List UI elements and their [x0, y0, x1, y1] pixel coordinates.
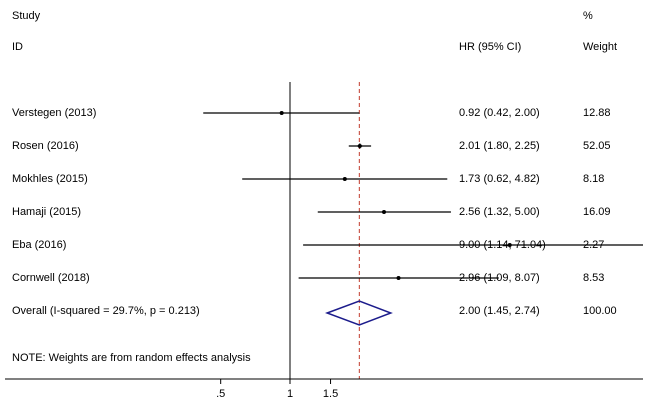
header-id: ID	[12, 41, 23, 53]
study-point	[342, 177, 347, 181]
study-weight-box	[357, 143, 363, 149]
study-label: Verstegen (2013)	[12, 107, 97, 119]
x-tick-label: .5	[216, 388, 225, 400]
study-ci-text: 2.01 (1.80, 2.25)	[459, 140, 540, 152]
study-point	[382, 210, 387, 214]
header-weight: Weight	[583, 41, 618, 53]
header-effect: HR (95% CI)	[459, 41, 522, 53]
study-label: Eba (2016)	[12, 239, 67, 251]
study-ci-text: 2.56 (1.32, 5.00)	[459, 206, 540, 218]
study-weight: 16.09	[583, 206, 611, 218]
header-percent: %	[583, 10, 593, 22]
study-ci-text: 1.73 (0.62, 4.82)	[459, 173, 540, 185]
study-point	[396, 276, 401, 280]
study-ci-text: 2.96 (1.09, 8.07)	[459, 272, 540, 284]
x-tick-label: 1	[287, 388, 293, 400]
study-weight: 8.18	[583, 173, 605, 185]
study-label: Hamaji (2015)	[12, 206, 82, 218]
study-label: Cornwell (2018)	[12, 272, 90, 284]
study-ci-text: 0.92 (0.42, 2.00)	[459, 107, 540, 119]
header-study: Study	[12, 10, 41, 22]
study-weight: 12.88	[583, 107, 611, 119]
overall-label: Overall (I-squared = 29.7%, p = 0.213)	[12, 305, 200, 317]
overall-diamond	[325, 300, 393, 326]
study-point	[507, 243, 512, 247]
footnote: NOTE: Weights are from random effects an…	[12, 352, 251, 364]
study-weight: 8.53	[583, 272, 605, 284]
study-weight: 52.05	[583, 140, 611, 152]
study-label: Rosen (2016)	[12, 140, 79, 152]
overall-weight: 100.00	[583, 305, 617, 317]
study-label: Mokhles (2015)	[12, 173, 88, 185]
overall-ci-text: 2.00 (1.45, 2.74)	[459, 305, 540, 317]
x-tick-label: 1.5	[323, 388, 338, 400]
study-point	[279, 111, 284, 115]
